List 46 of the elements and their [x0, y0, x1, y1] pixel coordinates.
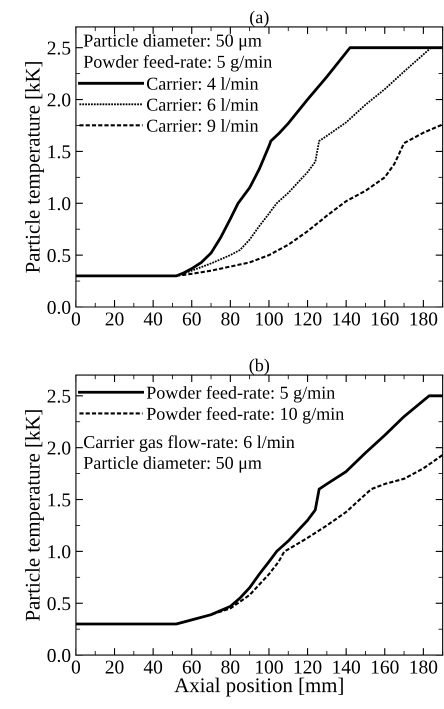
x-tick-label: 20	[106, 660, 124, 674]
legend-label: Carrier: 4 l/min	[146, 77, 258, 90]
annotation: Particle diameter: 50 μm	[84, 34, 262, 50]
x-tick-label: 120	[294, 312, 322, 326]
y-tick-label: 2.0	[48, 93, 70, 107]
x-tick-label: 40	[144, 312, 162, 326]
x-tick-label: 60	[182, 312, 201, 326]
y-axis-title: Particle temperature [kK]	[25, 62, 44, 273]
y-tick-label: 0.0	[48, 648, 70, 662]
annotation: Particle diameter: 50 μm	[84, 456, 262, 473]
x-tick-label: 120	[294, 660, 322, 674]
x-tick-label: 100	[256, 312, 283, 326]
x-tick-label: 180	[410, 312, 438, 326]
legend-label: Carrier: 6 l/min	[146, 98, 258, 111]
x-tick-label: 60	[182, 660, 201, 674]
y-tick-label: 0.0	[48, 300, 70, 314]
x-tick-label: 80	[221, 660, 240, 674]
annotation: Powder feed-rate: 5 g/min	[84, 54, 272, 72]
x-tick-label: 140	[333, 312, 360, 326]
legend-label: Powder feed-rate: 10 g/min	[146, 407, 344, 424]
annotation: Carrier gas flow-rate: 6 l/min	[84, 435, 295, 452]
x-tick-label: 80	[221, 312, 240, 326]
y-tick-label: 2.0	[48, 441, 70, 455]
x-tick-label: 20	[106, 312, 124, 326]
y-tick-label: 1.5	[48, 493, 70, 507]
x-tick-label: 140	[333, 660, 360, 674]
y-tick-label: 0.5	[48, 597, 70, 610]
legend-label: Carrier: 9 l/min	[146, 119, 258, 132]
legend-label: Powder feed-rate: 5 g/min	[146, 386, 335, 403]
x-tick-label: 0	[72, 312, 80, 326]
x-tick-label: 180	[410, 660, 438, 674]
x-tick-label: 160	[372, 312, 399, 326]
y-tick-label: 2.5	[48, 42, 70, 55]
y-tick-label: 1.5	[48, 145, 70, 158]
x-axis-title: Axial position [mm]	[174, 678, 343, 697]
chart-title: (a)	[250, 10, 269, 27]
x-tick-label: 100	[256, 660, 283, 674]
y-tick-label: 1.0	[48, 545, 70, 558]
chart-title: (b)	[250, 358, 270, 376]
x-tick-label: 40	[144, 660, 162, 674]
y-axis-title: Particle temperature [kK]	[25, 410, 44, 621]
x-tick-label: 0	[72, 660, 80, 674]
y-tick-label: 1.0	[48, 197, 70, 210]
x-tick-label: 160	[372, 660, 399, 674]
y-tick-label: 2.5	[48, 390, 70, 403]
y-tick-label: 0.5	[48, 248, 70, 262]
